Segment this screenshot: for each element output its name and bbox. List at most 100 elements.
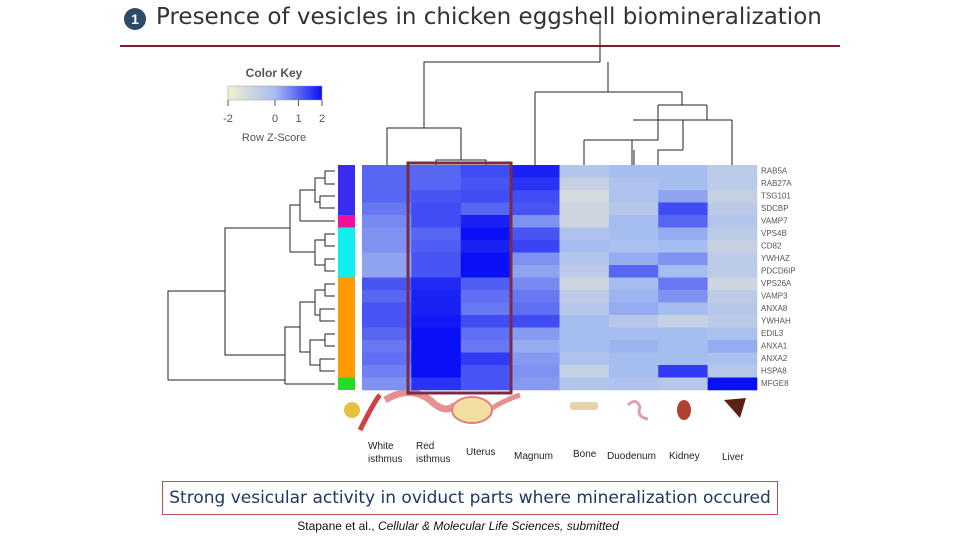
heatmap-cell xyxy=(707,377,758,391)
heatmap-cell xyxy=(460,352,511,366)
heatmap-cell xyxy=(362,277,412,291)
heatmap-cell xyxy=(658,377,708,391)
heatmap-cell xyxy=(362,252,412,266)
heatmap-cell xyxy=(510,177,560,191)
column-label: Duodenum xyxy=(607,451,656,462)
citation: Stapane et al., Cellular & Molecular Lif… xyxy=(0,519,916,533)
column-label: Bone xyxy=(573,449,597,460)
heatmap-cell xyxy=(608,327,659,341)
heatmap-cell xyxy=(362,227,412,241)
heatmap-cell xyxy=(658,165,708,178)
heatmap-cell xyxy=(707,352,758,366)
row-color xyxy=(338,190,355,203)
row-color xyxy=(338,290,355,303)
heatmap-cell xyxy=(707,202,758,216)
heatmap-cell xyxy=(559,252,610,266)
heatmap-cell xyxy=(460,252,511,266)
heatmap-cell xyxy=(460,240,511,253)
row-label: YWHAH xyxy=(761,316,791,325)
heatmap-cell xyxy=(411,315,462,328)
tissue-icons xyxy=(344,389,746,432)
heatmap-cell xyxy=(510,277,560,291)
heatmap-cell xyxy=(411,377,462,391)
heatmap-cell xyxy=(411,252,462,266)
row-color xyxy=(338,377,355,390)
heatmap-cell xyxy=(658,352,708,366)
heatmap-cell xyxy=(460,340,511,353)
icon xyxy=(344,402,360,418)
heatmap-cell xyxy=(608,227,659,241)
heatmap-cell xyxy=(608,290,659,303)
heatmap-cell xyxy=(460,290,511,303)
colorkey-bar xyxy=(227,85,323,101)
row-color xyxy=(338,215,355,228)
column-label: Magnum xyxy=(514,451,553,462)
row-color xyxy=(338,302,355,315)
heatmap-cell xyxy=(510,240,560,253)
heatmap-cell xyxy=(510,252,560,266)
heatmap-cell xyxy=(510,340,560,353)
heatmap-cell xyxy=(608,190,659,203)
icon xyxy=(357,393,382,432)
row-label: ANXA8 xyxy=(761,304,788,313)
icon xyxy=(626,400,649,421)
icon xyxy=(677,400,691,420)
row-label: TSG101 xyxy=(761,191,791,200)
column-label: Red isthmus xyxy=(416,441,451,465)
heatmap-cell xyxy=(362,265,412,278)
citation-authors: Stapane et al., xyxy=(297,519,375,533)
heatmap-cell xyxy=(559,365,610,378)
heatmap-cell xyxy=(658,327,708,341)
heatmap-cell xyxy=(658,227,708,241)
heatmap-cell xyxy=(460,215,511,228)
heatmap-cell xyxy=(362,327,412,341)
heatmap-cell xyxy=(411,290,462,303)
row-color xyxy=(338,315,355,328)
slide-number: 1 xyxy=(124,8,146,30)
heatmap-cell xyxy=(460,365,511,378)
column-dendrogram xyxy=(386,20,733,165)
heatmap-cell xyxy=(362,340,412,353)
heatmap-cell xyxy=(362,190,412,203)
heatmap-cell xyxy=(658,202,708,216)
row-label: VAMP3 xyxy=(761,291,788,300)
heatmap-cell xyxy=(460,177,511,191)
row-color xyxy=(338,227,355,240)
heatmap-cell xyxy=(608,202,659,216)
heatmap-cell xyxy=(460,277,511,291)
column-label: Kidney xyxy=(669,451,700,462)
heatmap-cell xyxy=(608,340,659,353)
heatmap-cell xyxy=(460,227,511,241)
heatmap-cell xyxy=(658,215,708,228)
heatmap-cell xyxy=(510,190,560,203)
colorkey-tick-label: -2 xyxy=(223,113,233,125)
row-label: VAMP7 xyxy=(761,216,788,225)
heatmap-cell xyxy=(510,315,560,328)
heatmap-cell xyxy=(707,315,758,328)
row-label: MFGE8 xyxy=(761,379,789,388)
row-color xyxy=(338,265,355,278)
heatmap-cell xyxy=(559,315,610,328)
row-color xyxy=(338,252,355,265)
heatmap-cell xyxy=(510,265,560,278)
heatmap-cell xyxy=(559,277,610,291)
heatmap-cell xyxy=(411,277,462,291)
heatmap-cell xyxy=(707,277,758,291)
row-label: YWHAZ xyxy=(761,254,790,263)
icon xyxy=(724,398,746,418)
heatmap-cell xyxy=(559,190,610,203)
heatmap-cell xyxy=(362,315,412,328)
heatmap-cell xyxy=(411,177,462,191)
conclusion: Strong vesicular activity in oviduct par… xyxy=(162,481,778,515)
heatmap-cell xyxy=(707,252,758,266)
row-color xyxy=(338,352,355,365)
heatmap-cell xyxy=(362,365,412,378)
heatmap-cell xyxy=(608,215,659,228)
heatmap-cell xyxy=(658,252,708,266)
heatmap-cell xyxy=(658,365,708,378)
heatmap-cell xyxy=(411,265,462,278)
citation-journal: Cellular & Molecular Life Sciences, xyxy=(377,519,564,533)
heatmap-cell xyxy=(510,365,560,378)
heatmap-cell xyxy=(411,327,462,341)
